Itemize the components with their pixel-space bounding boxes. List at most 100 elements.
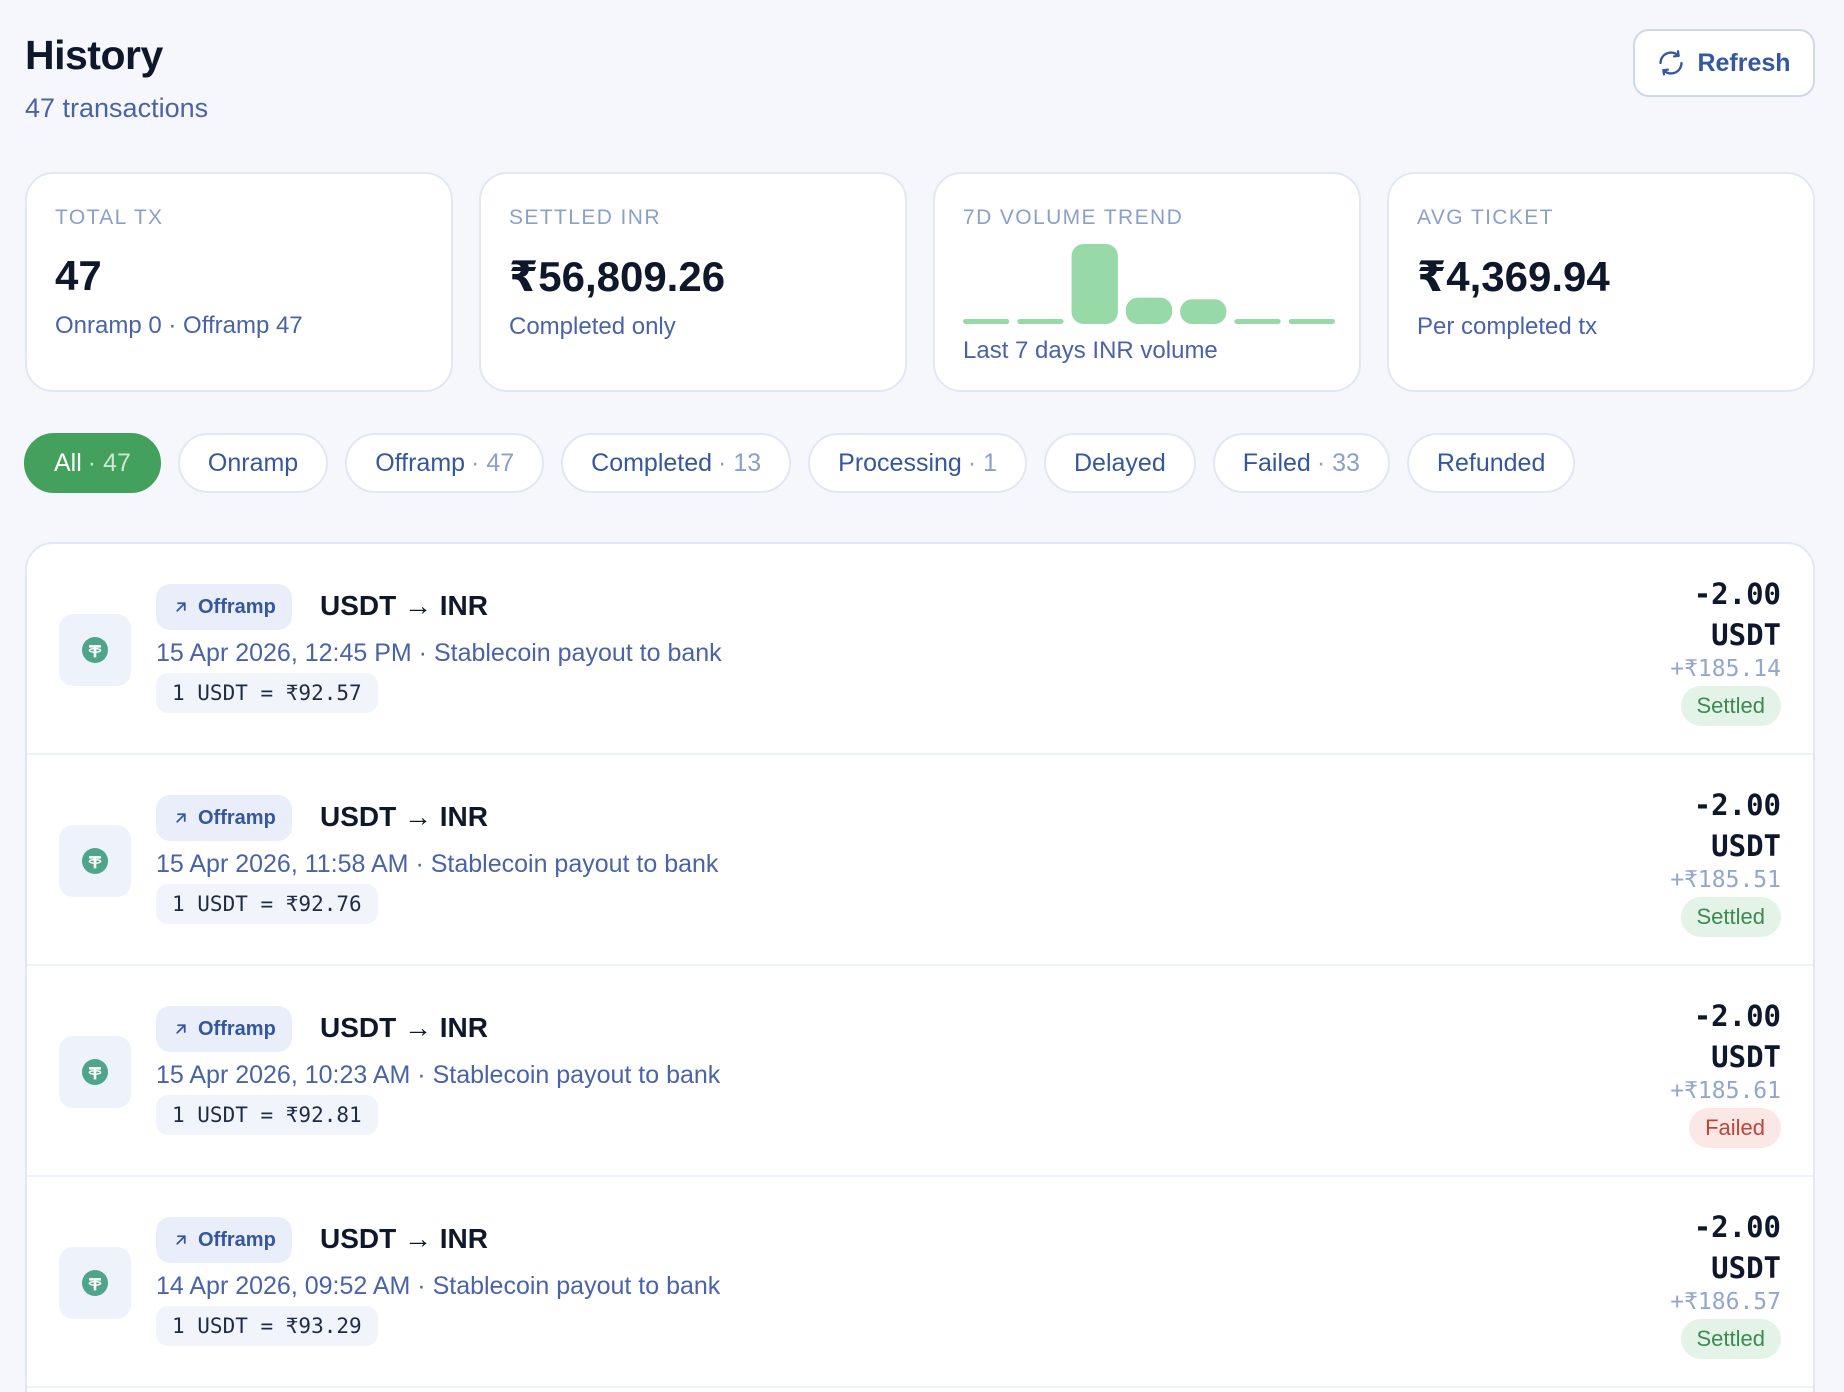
card-label: AVG TICKET (1417, 206, 1554, 229)
filter-chip-label: Offramp (375, 448, 466, 477)
filter-chip-delayed[interactable]: Delayed (1044, 433, 1196, 493)
card-value: 47 (55, 252, 102, 299)
transaction-row[interactable]: Offramp USDT → INR 14 Apr 2026, 09:52 AM ·… (27, 1177, 1813, 1388)
filter-chip-refunded[interactable]: Refunded (1406, 433, 1576, 493)
filter-chip-label: Refunded (1436, 448, 1546, 477)
filter-chip-onramp[interactable]: Onramp (177, 433, 329, 493)
arrow-up-right-icon (176, 602, 186, 612)
transaction-row[interactable]: Offramp USDT → INR 15 Apr 2026, 10:23 AM ·… (27, 966, 1813, 1177)
direction-label: Offramp (198, 595, 276, 618)
amount-value: -2.00 (1693, 999, 1781, 1033)
refresh-button[interactable]: Refresh (1633, 29, 1815, 97)
currency-pair: USDT → INR (320, 1012, 488, 1043)
filter-chip-label: All (54, 448, 82, 477)
tether-coin-icon (82, 637, 108, 663)
trend-bar-day-4 (1125, 297, 1173, 324)
volume-trend-sparkbars (963, 244, 1335, 324)
filter-chip-offramp[interactable]: Offramp · 47 (345, 433, 545, 493)
transaction-row[interactable]: Offramp USDT → INR 15 Apr 2026, 12:45 PM ·… (27, 544, 1813, 755)
status-badge: Settled (1680, 686, 1781, 726)
card-label: SETTLED INR (509, 206, 661, 229)
crypto-amount: -2.00 USDT (1611, 996, 1781, 1078)
filter-chip-label: Onramp (207, 448, 299, 477)
direction-label: Offramp (198, 1228, 276, 1251)
transaction-count: 47 transactions (25, 93, 209, 123)
arrow-up-right-icon (176, 1024, 186, 1034)
filter-chip-completed[interactable]: Completed · 13 (561, 433, 792, 493)
crypto-amount: -2.00 USDT (1611, 574, 1781, 656)
refresh-icon (1659, 50, 1684, 76)
exchange-rate: 1 USDT = ₹92.76 (156, 884, 378, 924)
amount-unit: USDT (1711, 1251, 1781, 1285)
status-badge: Failed (1689, 1108, 1781, 1148)
filter-chip-processing[interactable]: Processing · 1 (808, 433, 1027, 493)
inr-amount: +₹185.51 (1670, 867, 1781, 893)
trend-bar-day-3 (1071, 244, 1118, 324)
coin-avatar (59, 1036, 131, 1108)
card-value: ₹56,809.26 (509, 253, 726, 300)
card-label: TOTAL TX (55, 206, 164, 229)
transaction-row[interactable]: Offramp USDT → INR 15 Apr 2026, 11:58 AM ·… (27, 755, 1813, 966)
filter-chip-all[interactable]: All · 47 (24, 433, 161, 493)
transaction-meta: 15 Apr 2026, 10:23 AM · Stablecoin payou… (156, 1061, 721, 1089)
exchange-rate: 1 USDT = ₹92.57 (156, 673, 378, 713)
amount-unit: USDT (1711, 618, 1781, 652)
trend-bar-day-6 (1234, 319, 1281, 324)
currency-pair: USDT → INR (320, 590, 488, 621)
filter-chip-label: Processing (838, 448, 962, 477)
transaction-meta: 15 Apr 2026, 11:58 AM · Stablecoin payou… (156, 850, 719, 878)
filter-chip-count: · 1 (967, 448, 997, 477)
card-hint: Per completed tx (1417, 313, 1598, 340)
filter-chip-label: Completed (591, 448, 713, 477)
arrow-up-right-icon (176, 1235, 186, 1245)
trend-bar-day-1 (963, 319, 1010, 324)
page-title: History (25, 32, 163, 78)
crypto-amount: -2.00 USDT (1611, 1207, 1781, 1289)
card-hint: Last 7 days INR volume (963, 337, 1218, 364)
amount-unit: USDT (1711, 1040, 1781, 1074)
filter-chip-count: · 47 (471, 448, 515, 477)
status-badge: Settled (1680, 897, 1781, 937)
card-value: ₹4,369.94 (1417, 253, 1610, 300)
card-hint: Onramp 0 · Offramp 47 (55, 312, 303, 339)
card-settled-inr: SETTLED INR ₹56,809.26 Completed only (479, 172, 907, 392)
filter-chip-count: · 13 (718, 448, 762, 477)
coin-avatar (59, 1247, 131, 1319)
trend-bar-day-2 (1017, 319, 1064, 324)
refresh-label: Refresh (1697, 48, 1791, 77)
inr-amount: +₹186.57 (1670, 1289, 1781, 1315)
tether-coin-icon (82, 848, 108, 874)
amount-value: -2.00 (1693, 788, 1781, 822)
inr-amount: +₹185.14 (1670, 656, 1781, 682)
amount-value: -2.00 (1693, 1210, 1781, 1244)
direction-tag: Offramp (156, 584, 292, 630)
transaction-meta: 15 Apr 2026, 12:45 PM · Stablecoin payou… (156, 639, 722, 667)
trend-bar-day-5 (1180, 299, 1227, 324)
coin-avatar (59, 614, 131, 686)
filter-chip-count: · 47 (87, 448, 131, 477)
currency-pair: USDT → INR (320, 1223, 488, 1254)
transaction-meta: 14 Apr 2026, 09:52 AM · Stablecoin payou… (156, 1272, 721, 1300)
transaction-list: Offramp USDT → INR 15 Apr 2026, 12:45 PM ·… (25, 542, 1815, 1392)
card-volume-trend: 7D VOLUME TREND Last 7 days INR volume (933, 172, 1361, 392)
status-badge: Settled (1680, 1319, 1781, 1359)
exchange-rate: 1 USDT = ₹93.29 (156, 1306, 378, 1346)
inr-amount: +₹185.61 (1670, 1078, 1781, 1104)
exchange-rate: 1 USDT = ₹92.81 (156, 1095, 378, 1135)
direction-label: Offramp (198, 806, 276, 829)
card-label: 7D VOLUME TREND (963, 206, 1184, 229)
card-hint: Completed only (509, 313, 676, 340)
tether-coin-icon (82, 1270, 108, 1296)
arrow-up-right-icon (176, 813, 186, 823)
page-header: History 47 transactions Refresh (25, 29, 1815, 132)
coin-avatar (59, 825, 131, 897)
amount-unit: USDT (1711, 829, 1781, 863)
filter-chips: All · 47 Onramp Offramp · 47 Completed · 13 Pro… (24, 433, 1576, 493)
filter-chip-label: Failed (1242, 448, 1311, 477)
filter-chip-failed[interactable]: Failed · 33 (1212, 433, 1390, 493)
filter-chip-label: Delayed (1074, 448, 1166, 477)
card-avg-ticket: AVG TICKET ₹4,369.94 Per completed tx (1387, 172, 1815, 392)
trend-bar-day-7 (1288, 319, 1335, 324)
direction-tag: Offramp (156, 1217, 292, 1263)
currency-pair: USDT → INR (320, 801, 488, 832)
